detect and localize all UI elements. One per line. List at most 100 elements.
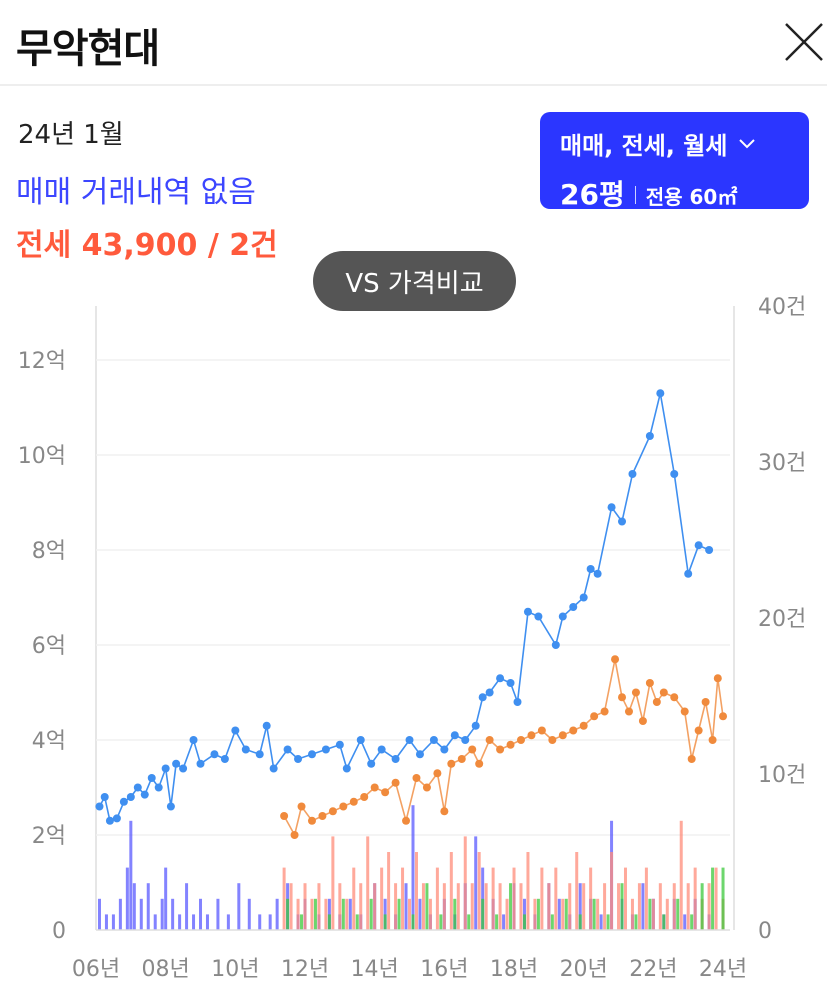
sale_volume-bar	[164, 867, 168, 930]
jeonse_volume-bar	[414, 852, 418, 930]
sale-point	[569, 603, 578, 611]
jeonse_volume-bar	[512, 867, 516, 930]
jeonse-point	[496, 745, 505, 754]
rent_volume-bar	[662, 914, 666, 930]
jeonse_volume-bar	[408, 898, 412, 930]
jeonse-point	[318, 812, 327, 820]
jeonse-point	[652, 698, 661, 706]
jeonse-point	[645, 679, 654, 687]
period-label: 24년 1월	[18, 120, 124, 150]
jeonse_volume-bar	[491, 867, 495, 930]
x-tick-label: 18년	[490, 957, 538, 982]
jeonse_volume-bar	[554, 867, 558, 930]
sale-point	[670, 470, 679, 478]
sale_volume-bar	[178, 914, 182, 930]
jeonse_volume-bar	[310, 898, 314, 930]
trade-filter-button[interactable]: 매매, 전세, 월세 26평 전용 60㎡	[540, 112, 809, 211]
sale_volume-bar	[97, 898, 101, 930]
jeonse_volume-bar	[484, 883, 488, 930]
jeonse-point	[680, 707, 689, 716]
jeonse_volume-bar	[296, 898, 300, 930]
sale-point	[656, 389, 665, 398]
sale-point	[440, 745, 449, 754]
sale_volume-bar	[247, 898, 251, 930]
sale_volume-bar	[683, 914, 687, 930]
jeonse_volume-bar	[561, 898, 565, 930]
jeonse-point	[360, 793, 369, 801]
jeonse_volume-bar	[672, 883, 676, 930]
rent_volume-bar	[327, 914, 331, 930]
y-left-tick-label: 8억	[32, 539, 66, 564]
jeonse-point	[516, 736, 525, 744]
jeonse-point	[537, 726, 546, 735]
sale-point	[147, 774, 156, 782]
jeonse_volume-bar	[366, 836, 370, 930]
jeonse_volume-bar	[505, 898, 509, 930]
rent_volume-bar	[536, 898, 540, 930]
sale_volume-bar	[171, 898, 175, 930]
sale_volume-bar	[275, 898, 279, 930]
jeonse-point	[412, 774, 421, 782]
rent_volume-bar	[690, 914, 694, 930]
x-tick-label: 06년	[72, 957, 120, 982]
rent_volume-bar	[711, 867, 715, 930]
y-left-tick-label: 2억	[32, 824, 66, 849]
jeonse_volume-bar	[359, 883, 363, 930]
sale-point	[262, 721, 271, 730]
rent_volume-bar	[522, 914, 526, 930]
sale-point	[342, 764, 351, 773]
rent_volume-bar	[313, 898, 317, 930]
sale-point	[126, 793, 135, 801]
jeonse-point	[402, 816, 411, 825]
sale_volume-bar	[237, 883, 241, 930]
jeonse_volume-bar	[665, 898, 669, 930]
sale_volume-bar	[129, 820, 133, 930]
sale_volume-bar	[216, 898, 220, 930]
x-tick-label: 24년	[699, 957, 747, 982]
sale-point	[705, 546, 714, 554]
jeonse-point	[391, 778, 400, 787]
jeonse_volume-bar	[651, 898, 655, 930]
jeonse-point	[708, 736, 717, 744]
sale-point	[119, 797, 128, 806]
x-tick-label: 22년	[629, 957, 677, 982]
sale-point	[485, 688, 494, 697]
x-tick-label: 10년	[211, 957, 259, 982]
jeonse_volume-bar	[373, 883, 377, 930]
size-label: 26평	[560, 178, 625, 211]
price-chart: 0 2억 4억 6억 8억 10억 12억 0 10건 20건 30건 40건 06년 08년 10년 12년…	[18, 295, 806, 982]
close-button[interactable]	[782, 20, 826, 64]
rent_volume-bar	[495, 914, 499, 930]
jeonse_volume-bar	[456, 883, 460, 930]
sale-point	[579, 593, 588, 602]
sale-point	[367, 759, 376, 768]
jeonse_volume-bar	[526, 852, 530, 930]
jeonse-point	[638, 717, 647, 725]
sale-point	[684, 569, 693, 578]
vs-compare-button[interactable]: VS 가격비교	[313, 251, 516, 311]
sale-point	[231, 726, 240, 735]
sale-point	[154, 783, 163, 792]
y-left-tick-label: 6억	[32, 634, 66, 659]
rent_volume-bar	[606, 914, 610, 930]
sale_volume-bar	[404, 883, 408, 930]
sale_volume-bar	[411, 805, 415, 930]
jeonse_volume-bar	[435, 867, 439, 930]
jeonse-point	[475, 759, 484, 768]
sale_volume-bar	[268, 914, 272, 930]
y-right-tick-label: 0	[758, 919, 772, 944]
chevron-down-icon	[739, 138, 756, 148]
jeonse-point	[433, 769, 442, 778]
rent_volume-bar	[383, 914, 387, 930]
rent_volume-bar	[634, 914, 638, 930]
jeonse-point	[694, 726, 703, 735]
jeonse-point	[307, 816, 316, 825]
jeonse_volume-bar	[421, 883, 425, 930]
page-title: 무악현대	[16, 26, 160, 72]
sale-point	[523, 607, 532, 616]
jeonse-point	[339, 802, 348, 811]
header: 무악현대	[0, 0, 827, 86]
x-tick-label: 14년	[351, 957, 399, 982]
sale-point	[294, 755, 303, 763]
sale-point	[241, 745, 250, 754]
